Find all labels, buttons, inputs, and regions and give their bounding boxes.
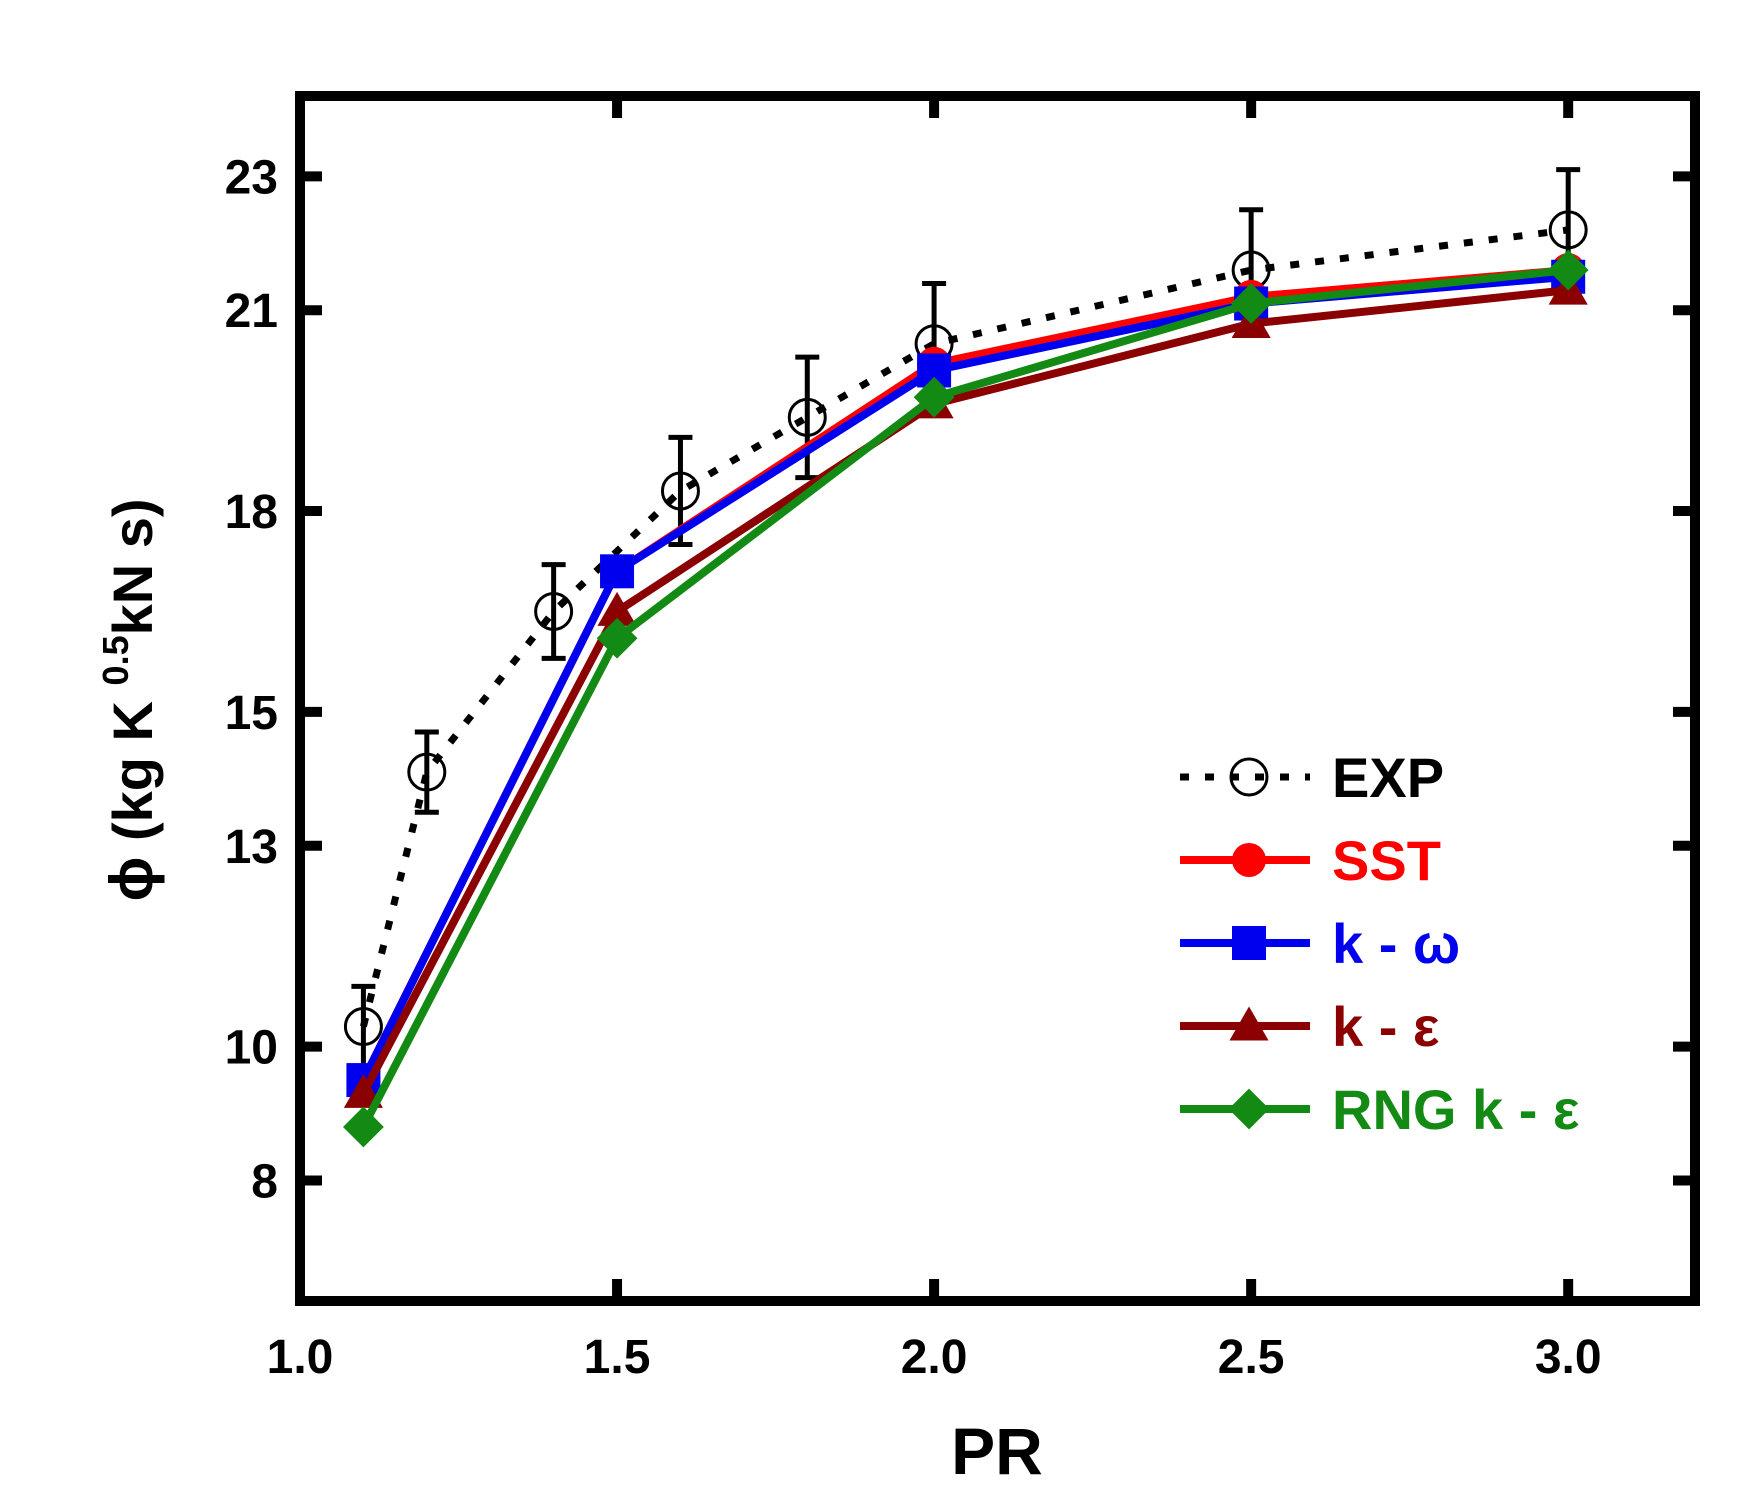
legend-marker [1232,926,1266,960]
x-axis-label: PR [951,1414,1043,1488]
y-axis-label-units: (kg K [101,685,164,856]
legend-item: EXP [1180,746,1444,809]
y-tick-label: 15 [225,687,278,740]
legend-item: k - ω [1180,912,1460,975]
legend-marker [1228,1088,1270,1130]
y-axis-label-exponent: 0.5 [95,635,136,685]
legend-label: SST [1332,829,1441,892]
x-tick-label: 1.5 [584,1331,651,1384]
data-point [407,752,447,792]
y-axis-label-phi: ϕ [98,857,165,902]
legend-marker [1232,843,1266,877]
x-tick-label: 1.0 [267,1331,334,1384]
series-layer [343,167,1589,1148]
y-axis-label: ϕ (kg K 0.5kN s) [95,498,165,901]
y-tick-label: 21 [225,285,278,338]
data-point [596,617,638,659]
y-axis-ticks: 8 10 13 15 18 21 23 [225,151,1695,1209]
legend-item: RNG k - ε [1180,1078,1580,1141]
legend-label: k - ω [1332,912,1460,975]
data-point [913,376,955,418]
data-point [343,1073,383,1108]
x-tick-label: 2.5 [1218,1331,1285,1384]
x-axis-ticks: 1.0 1.5 2.0 2.5 3.0 [267,96,1602,1384]
data-point [597,591,637,626]
y-tick-label: 13 [225,821,278,874]
legend-label: k - ε [1332,995,1440,1058]
data-point [343,1106,384,1148]
legend-marker [1229,757,1269,797]
data-point [660,471,700,511]
x-tick-label: 2.0 [901,1331,968,1384]
data-point [600,554,635,589]
legend: EXP SST k - ω k - ε RNG k - ε [1180,746,1580,1141]
y-tick-label: 23 [225,151,278,204]
legend-label: EXP [1332,746,1444,809]
legend-marker [1229,1006,1269,1041]
x-tick-label: 3.0 [1535,1331,1602,1384]
data-point [1230,283,1272,324]
data-point [343,1007,383,1047]
data-point [1547,249,1589,291]
data-point [787,397,827,437]
series-4 [343,249,1589,1148]
legend-item: SST [1180,829,1441,892]
legend-label: RNG k - ε [1332,1078,1580,1141]
legend-item: k - ε [1180,995,1440,1058]
y-tick-label: 10 [225,1022,278,1075]
plot-frame [295,91,1700,1306]
data-point [1548,210,1588,250]
y-tick-label: 8 [251,1156,278,1209]
y-tick-label: 18 [225,486,278,539]
data-point [534,591,574,631]
series-line [360,226,1569,1028]
y-axis-label-units-end: kN s) [101,498,164,635]
